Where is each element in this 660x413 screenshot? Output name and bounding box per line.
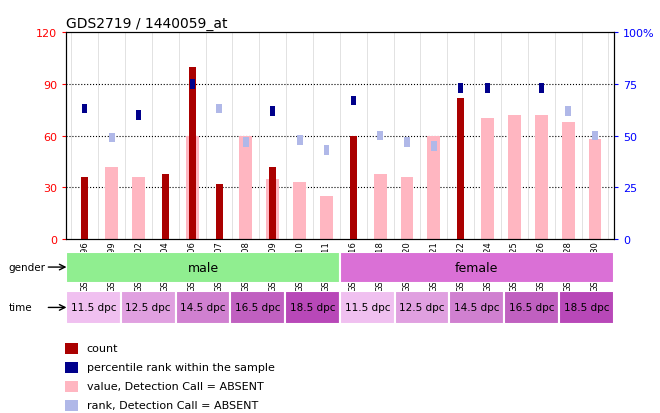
Bar [378, 132, 383, 141]
Bar [230, 291, 285, 324]
Bar [240, 136, 252, 240]
Bar [243, 138, 249, 147]
Bar [136, 111, 141, 120]
Bar [401, 178, 413, 240]
Bar [105, 167, 118, 240]
Bar [216, 185, 222, 240]
Bar [176, 291, 230, 324]
Text: GDS2719 / 1440059_at: GDS2719 / 1440059_at [66, 17, 228, 31]
Bar [65, 381, 78, 392]
Bar [66, 291, 121, 324]
Bar [449, 291, 504, 324]
Text: 18.5 dpc: 18.5 dpc [564, 303, 609, 313]
Bar [395, 291, 449, 324]
Bar [404, 138, 410, 147]
Text: rank, Detection Call = ABSENT: rank, Detection Call = ABSENT [86, 400, 258, 410]
Bar [81, 178, 88, 240]
Bar [162, 174, 169, 240]
Bar [132, 178, 145, 240]
Bar [508, 116, 521, 240]
Text: 14.5 dpc: 14.5 dpc [454, 303, 500, 313]
Text: count: count [86, 344, 118, 354]
Bar [457, 98, 464, 240]
Bar [109, 134, 115, 143]
Bar [189, 67, 196, 240]
Bar [216, 105, 222, 114]
Bar [189, 80, 195, 89]
Bar [485, 84, 490, 93]
Bar [65, 400, 78, 411]
Bar [562, 123, 575, 240]
Bar [293, 183, 306, 240]
Bar [65, 362, 78, 373]
Bar [539, 84, 544, 93]
Bar [428, 136, 440, 240]
Bar [270, 107, 275, 116]
Bar [592, 132, 598, 141]
Bar [350, 136, 357, 240]
Bar [504, 291, 559, 324]
Bar [296, 136, 302, 145]
Text: 12.5 dpc: 12.5 dpc [399, 303, 445, 313]
Bar [185, 136, 199, 240]
Bar [65, 343, 78, 354]
Text: male: male [187, 261, 218, 274]
Bar [589, 140, 601, 240]
Bar [559, 291, 614, 324]
Bar [269, 167, 277, 240]
Text: 11.5 dpc: 11.5 dpc [345, 303, 390, 313]
Bar [340, 252, 614, 283]
Bar [340, 291, 395, 324]
Bar [66, 252, 340, 283]
Bar [535, 116, 548, 240]
Bar [320, 197, 333, 240]
Bar [267, 179, 279, 240]
Text: value, Detection Call = ABSENT: value, Detection Call = ABSENT [86, 381, 263, 391]
Bar [82, 105, 88, 114]
Text: 16.5 dpc: 16.5 dpc [509, 303, 554, 313]
Text: 12.5 dpc: 12.5 dpc [125, 303, 171, 313]
Text: 16.5 dpc: 16.5 dpc [235, 303, 280, 313]
Bar [458, 84, 463, 93]
Text: percentile rank within the sample: percentile rank within the sample [86, 363, 275, 373]
Text: gender: gender [9, 262, 46, 272]
Bar [350, 97, 356, 106]
Text: 14.5 dpc: 14.5 dpc [180, 303, 226, 313]
Bar [323, 146, 329, 155]
Bar [431, 142, 437, 151]
Text: time: time [9, 303, 32, 313]
Text: 18.5 dpc: 18.5 dpc [290, 303, 335, 313]
Text: female: female [455, 261, 498, 274]
Bar [565, 107, 571, 116]
Bar [374, 174, 387, 240]
Bar [285, 291, 340, 324]
Text: 11.5 dpc: 11.5 dpc [71, 303, 116, 313]
Bar [121, 291, 176, 324]
Bar [481, 119, 494, 240]
